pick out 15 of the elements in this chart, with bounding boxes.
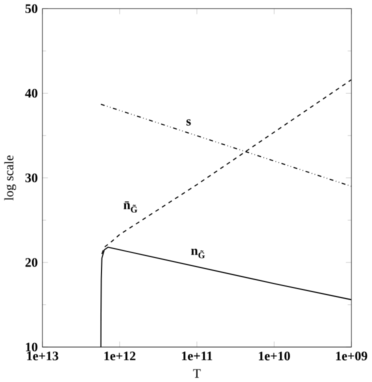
x-tick-label: 1e+10 xyxy=(258,352,290,360)
y-tick-label: 20 xyxy=(25,258,38,267)
y-tick-label: 30 xyxy=(25,174,38,182)
x-tick-label: 1e+13 xyxy=(27,352,58,360)
series-label: n$_{G̃}$ xyxy=(191,248,205,258)
series-label: n̄$_{G̃}$ xyxy=(124,201,138,213)
y-tick-label: 40 xyxy=(25,88,38,98)
y-axis-title: log scale xyxy=(4,156,16,200)
x-axis-title: T xyxy=(193,369,201,378)
x-tick-label: 1e+11 xyxy=(182,352,212,360)
x-tick-label: 1e+12 xyxy=(104,352,136,360)
y-tick-label: 50 xyxy=(25,4,38,14)
x-tick-label: 1e+09 xyxy=(336,352,368,360)
series-label: s xyxy=(186,119,191,126)
y-tick-label: 10 xyxy=(26,342,38,352)
